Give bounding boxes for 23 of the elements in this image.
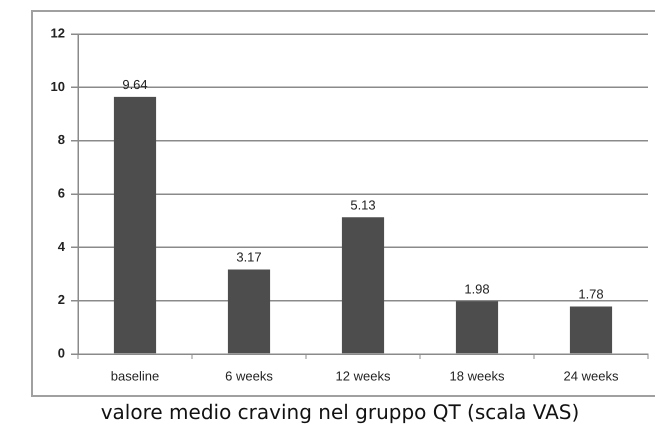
y-tick-label: 10 xyxy=(50,78,65,94)
data-label: 9.64 xyxy=(122,77,148,92)
bar xyxy=(456,301,498,354)
y-tick-label: 12 xyxy=(50,26,65,41)
data-label: 1.78 xyxy=(578,286,604,302)
y-tick-label: 0 xyxy=(58,346,65,361)
y-tick-label: 6 xyxy=(58,186,65,201)
bar xyxy=(570,306,612,354)
y-tick-label: 4 xyxy=(58,238,66,254)
x-tick-label: 18 weeks xyxy=(450,368,505,384)
x-tick-label: 24 weeks xyxy=(564,368,619,384)
bar xyxy=(114,96,156,354)
x-tick-label: baseline xyxy=(110,368,160,384)
x-tick-label: 6 weeks xyxy=(225,368,274,384)
y-tick-label: 2 xyxy=(58,292,65,308)
x-tick-label: 12 weeks xyxy=(336,368,391,384)
data-label: 3.17 xyxy=(236,250,262,265)
y-tick-label: 8 xyxy=(58,132,65,148)
bar xyxy=(228,269,270,354)
data-label: 5.13 xyxy=(350,197,376,212)
data-label: 1.98 xyxy=(464,281,490,296)
text: valore medio craving nel gruppo QT (scala VAS) xyxy=(100,399,580,426)
bar xyxy=(342,217,384,354)
